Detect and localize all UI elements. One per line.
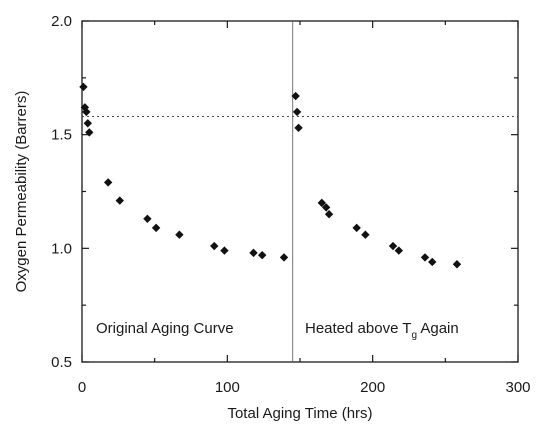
x-axis-title: Total Aging Time (hrs) [227, 405, 372, 422]
data-point [143, 214, 152, 223]
annotation-original-aging-curve: Original Aging Curve [96, 320, 234, 337]
reference-lines [82, 21, 518, 362]
tick-labels: 0 100 200 300 0.5 1.0 1.5 2.0 [51, 13, 530, 396]
y-tick-label: 1.5 [51, 127, 72, 144]
data-point [103, 178, 113, 187]
y-tick-label: 2.0 [51, 13, 72, 30]
data-point [79, 82, 88, 92]
x-tick-label: 0 [78, 379, 86, 396]
x-tick-label: 200 [360, 379, 385, 396]
data-point [175, 230, 184, 239]
annotation-heated-above-tg: Heated above Tg Again [305, 320, 459, 341]
data-point [324, 210, 334, 219]
plot-frame [81, 20, 519, 363]
data-point [83, 119, 93, 128]
data-point [80, 103, 90, 112]
data-point [352, 223, 361, 233]
data-point [388, 241, 398, 251]
annotation-heated-prefix: Heated above T [305, 320, 411, 337]
data-point [151, 223, 161, 233]
data-point [292, 107, 302, 117]
axis-ticks [81, 20, 519, 363]
y-axis-title: Oxygen Permeability (Barrers) [13, 91, 30, 293]
annotation-heated-suffix: Again [417, 320, 459, 337]
data-point [291, 91, 300, 101]
data-point [294, 123, 303, 133]
data-point [452, 260, 462, 269]
y-tick-label: 1.0 [51, 240, 72, 257]
data-point [361, 230, 370, 239]
x-tick-label: 100 [215, 379, 240, 396]
data-point [317, 198, 326, 208]
data-point [420, 253, 430, 262]
annotation-tg-subscript: g [411, 330, 417, 341]
data-point [249, 248, 258, 258]
data-point [82, 107, 91, 117]
x-tick-label: 300 [505, 379, 530, 396]
plot-area [81, 20, 519, 363]
data-point [220, 246, 229, 255]
data-point [279, 253, 289, 262]
y-tick-label: 0.5 [51, 354, 72, 371]
data-point [321, 203, 331, 212]
data-point [85, 128, 94, 137]
data-points [79, 82, 462, 269]
data-point [258, 250, 267, 260]
data-point [210, 241, 219, 251]
data-point [115, 196, 124, 205]
data-point [428, 257, 437, 267]
data-point [394, 246, 404, 255]
